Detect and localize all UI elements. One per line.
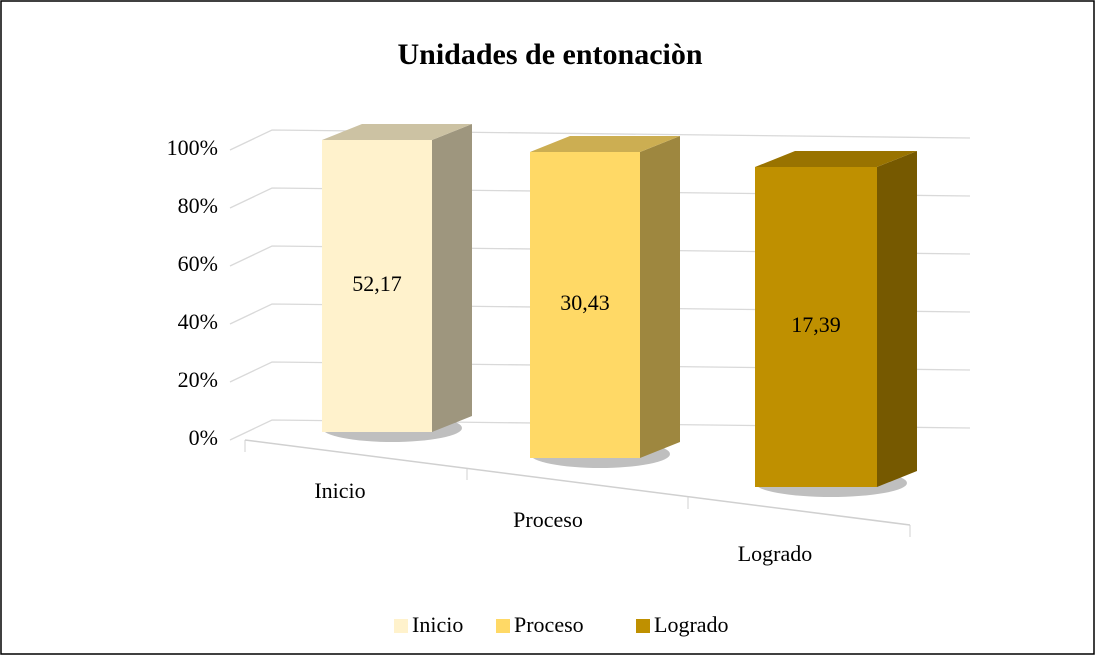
bar-top <box>530 136 680 152</box>
y-tick-label: 80% <box>178 193 218 218</box>
y-tick-label: 40% <box>178 309 218 334</box>
bar-top <box>322 124 472 140</box>
chart-title: Unidades de entonaciòn <box>397 38 702 71</box>
x-axis <box>244 439 911 526</box>
bar-front <box>755 167 877 487</box>
data-label: 30,43 <box>560 290 610 315</box>
legend-label: Logrado <box>654 612 729 637</box>
x-tick-label: Inicio <box>314 478 365 503</box>
y-tick-label: 0% <box>189 425 218 450</box>
grid-line <box>229 303 971 325</box>
x-tick-label: Proceso <box>513 507 583 532</box>
grid-line <box>229 361 971 383</box>
bar <box>322 124 472 432</box>
bar-top <box>755 151 917 167</box>
bar-front <box>530 152 640 458</box>
grid-line <box>229 187 971 209</box>
legend-swatch <box>394 619 408 633</box>
grid-line <box>229 245 971 267</box>
data-label: 17,39 <box>791 312 841 337</box>
bar-front <box>322 140 432 432</box>
data-label: 52,17 <box>352 271 402 296</box>
bar-side <box>432 124 472 432</box>
legend-label: Proceso <box>514 612 584 637</box>
bar-side <box>877 151 917 487</box>
y-tick-label: 20% <box>178 367 218 392</box>
y-tick-label: 100% <box>167 135 218 160</box>
bar <box>530 136 680 458</box>
legend-swatch <box>636 619 650 633</box>
legend-swatch <box>496 619 510 633</box>
x-tick-label: Logrado <box>738 541 813 566</box>
y-tick-label: 60% <box>178 251 218 276</box>
legend-label: Inicio <box>412 612 463 637</box>
bar-side <box>640 136 680 458</box>
grid-line <box>229 419 971 441</box>
grid-line <box>229 129 971 151</box>
bar <box>755 151 917 487</box>
